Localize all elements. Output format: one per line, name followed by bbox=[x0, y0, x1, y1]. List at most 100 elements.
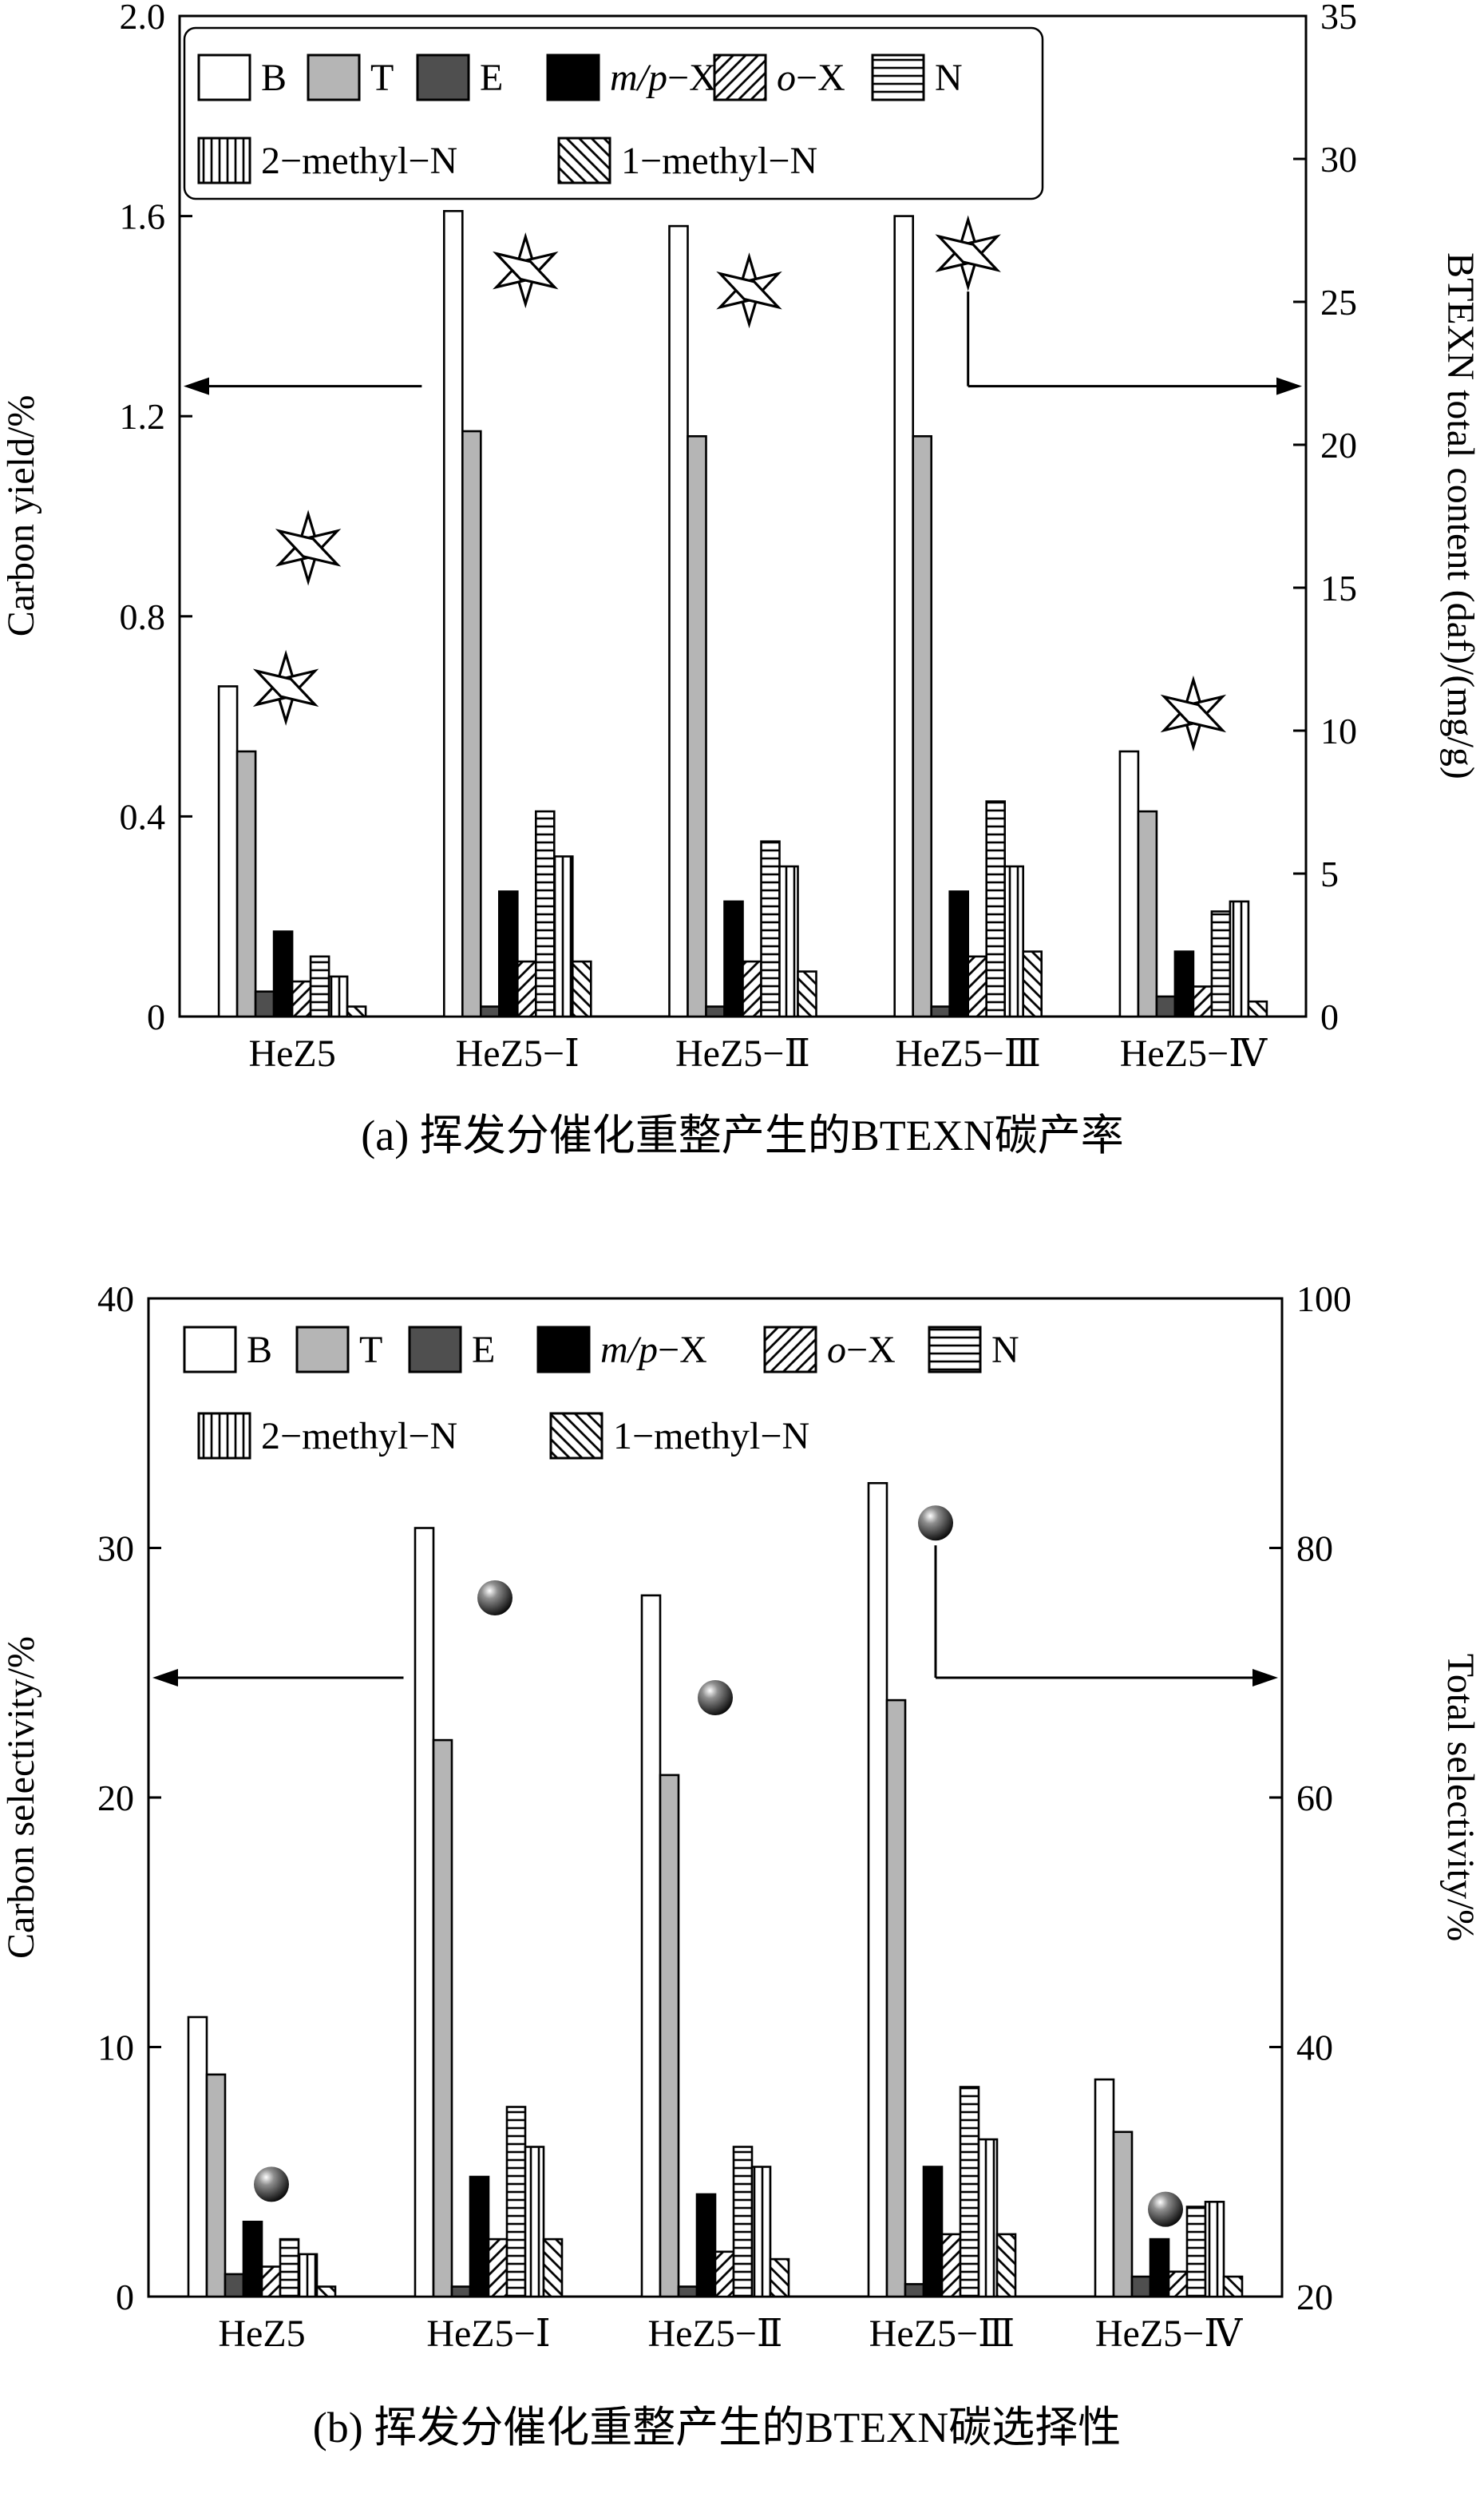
bar-1−methyl−N bbox=[1222, 2275, 1244, 2298]
legend-label: o−X bbox=[827, 1329, 896, 1371]
bar-1−methyl−N bbox=[995, 2233, 1017, 2298]
star-marker bbox=[252, 649, 319, 726]
bar-2−methyl−N bbox=[1229, 900, 1250, 1018]
category-label: HeZ5−Ⅰ bbox=[456, 1033, 580, 1075]
legend-swatch-T bbox=[295, 1326, 350, 1373]
category-label: HeZ5−Ⅱ bbox=[675, 1033, 810, 1075]
bar-E bbox=[904, 2283, 925, 2298]
category-label: HeZ5 bbox=[218, 2313, 305, 2355]
bar-N bbox=[1185, 2206, 1207, 2298]
bar-2−methyl−N bbox=[297, 2253, 319, 2298]
legend-label: E bbox=[480, 57, 503, 99]
legend-label: 1−methyl−N bbox=[613, 1415, 809, 1457]
left-tick-label: 0 bbox=[116, 2277, 134, 2317]
bar-T bbox=[659, 1774, 680, 2298]
bar-T bbox=[1112, 2130, 1134, 2298]
category-label: HeZ5−Ⅰ bbox=[426, 2313, 550, 2355]
bar-2−methyl−N bbox=[977, 2138, 999, 2298]
bar-N bbox=[505, 2106, 527, 2298]
left-tick-label: 1.6 bbox=[120, 196, 166, 237]
bar-E bbox=[930, 1005, 951, 1018]
bar-T bbox=[1137, 810, 1158, 1018]
bar-o−X bbox=[1167, 2270, 1189, 2298]
legend-label: T bbox=[370, 57, 394, 99]
legend-swatch-E bbox=[408, 1326, 462, 1373]
legend-swatch-m/p−X bbox=[536, 1326, 591, 1373]
bar-E bbox=[677, 2285, 698, 2298]
bar-E bbox=[479, 1005, 501, 1018]
bar-1−methyl−N bbox=[315, 2285, 337, 2298]
legend-swatch-B bbox=[197, 54, 251, 101]
sphere-marker bbox=[918, 1505, 953, 1541]
right-tick-label: 20 bbox=[1320, 425, 1357, 466]
arrowhead bbox=[184, 377, 209, 395]
right-tick-label: 35 bbox=[1320, 0, 1357, 37]
sphere-marker bbox=[477, 1580, 512, 1615]
right-tick-label: 80 bbox=[1296, 1528, 1333, 1569]
left-tick-label: 0.8 bbox=[120, 597, 166, 637]
chart-a-right-axis-title: BTEXN total content (daf)/(mg/g) bbox=[1439, 252, 1482, 779]
left-tick-label: 40 bbox=[97, 1278, 134, 1319]
legend-label: 1−methyl−N bbox=[621, 140, 817, 182]
bar-B bbox=[867, 1482, 888, 2298]
right-tick-label: 20 bbox=[1296, 2277, 1333, 2317]
right-tick-label: 100 bbox=[1296, 1278, 1351, 1319]
bar-2−methyl−N bbox=[1204, 2201, 1225, 2298]
legend-border bbox=[183, 26, 1044, 200]
legend-swatch-o−X bbox=[763, 1326, 817, 1373]
bar-m/p−X bbox=[723, 900, 744, 1018]
category-label: HeZ5−Ⅲ bbox=[895, 1033, 1041, 1075]
bar-2−methyl−N bbox=[552, 855, 574, 1018]
legend-swatch-N bbox=[928, 1326, 982, 1373]
star-spoke bbox=[493, 251, 559, 290]
bar-o−X bbox=[967, 955, 987, 1018]
bar-T bbox=[235, 750, 257, 1018]
star-spoke bbox=[275, 529, 342, 567]
legend-label: B bbox=[261, 57, 287, 99]
bar-o−X bbox=[714, 2250, 735, 2298]
bar-E bbox=[254, 990, 275, 1018]
bar-N bbox=[1210, 910, 1232, 1018]
star-marker bbox=[716, 252, 782, 329]
chart-a-left-axis-title: Carbon yield/% bbox=[0, 395, 42, 637]
arrowhead bbox=[152, 1669, 178, 1687]
category-label: HeZ5−Ⅲ bbox=[869, 2313, 1015, 2355]
bar-m/p−X bbox=[1149, 2237, 1170, 2298]
bar-T bbox=[432, 1738, 453, 2298]
right-tick-label: 30 bbox=[1320, 139, 1357, 180]
chart-b-left-axis-title: Carbon selectivity/% bbox=[0, 1636, 42, 1959]
caption-b: (b) 挥发分催化重整产生的BTEXN碳选择性 bbox=[313, 2404, 1121, 2451]
chart-b: 0 10 20 30 40 20 40 60 80 100 HeZ5 HeZ5−Ⅰ HeZ5−Ⅱ HeZ5… bbox=[97, 1278, 1351, 2355]
bar-o−X bbox=[487, 2237, 509, 2298]
sphere-marker bbox=[698, 1680, 733, 1715]
bar-1−methyl−N bbox=[346, 1005, 367, 1018]
legend-label: 2−methyl−N bbox=[261, 1415, 457, 1457]
bar-1−methyl−N bbox=[571, 960, 592, 1018]
bar-E bbox=[450, 2285, 472, 2298]
star-spoke bbox=[1160, 694, 1227, 733]
chart-b-right-axis-title: Total selectivity/% bbox=[1439, 1654, 1482, 1942]
bar-T bbox=[205, 2073, 227, 2298]
star-marker bbox=[493, 232, 559, 309]
bar-B bbox=[1094, 2078, 1115, 2298]
sphere-marker bbox=[254, 2166, 289, 2202]
bar-B bbox=[442, 209, 464, 1018]
legend-swatch-m/p−X bbox=[546, 54, 600, 101]
bar-N bbox=[534, 810, 556, 1018]
bar-N bbox=[959, 2086, 980, 2298]
legend-swatch-2−methyl−N bbox=[197, 137, 251, 184]
bar-E bbox=[1130, 2275, 1152, 2298]
star-spoke bbox=[252, 668, 319, 708]
bar-2−methyl−N bbox=[750, 2166, 772, 2298]
legend-swatch-T bbox=[307, 54, 361, 101]
bar-m/p−X bbox=[242, 2221, 263, 2298]
bar-E bbox=[1155, 995, 1177, 1018]
bar-2−methyl−N bbox=[524, 2146, 545, 2298]
legend-label: N bbox=[935, 57, 963, 99]
bar-B bbox=[1118, 750, 1140, 1018]
category-label: HeZ5−Ⅳ bbox=[1095, 2313, 1243, 2355]
bar-B bbox=[187, 2015, 208, 2298]
bar-B bbox=[893, 215, 914, 1018]
bar-N bbox=[279, 2237, 300, 2298]
